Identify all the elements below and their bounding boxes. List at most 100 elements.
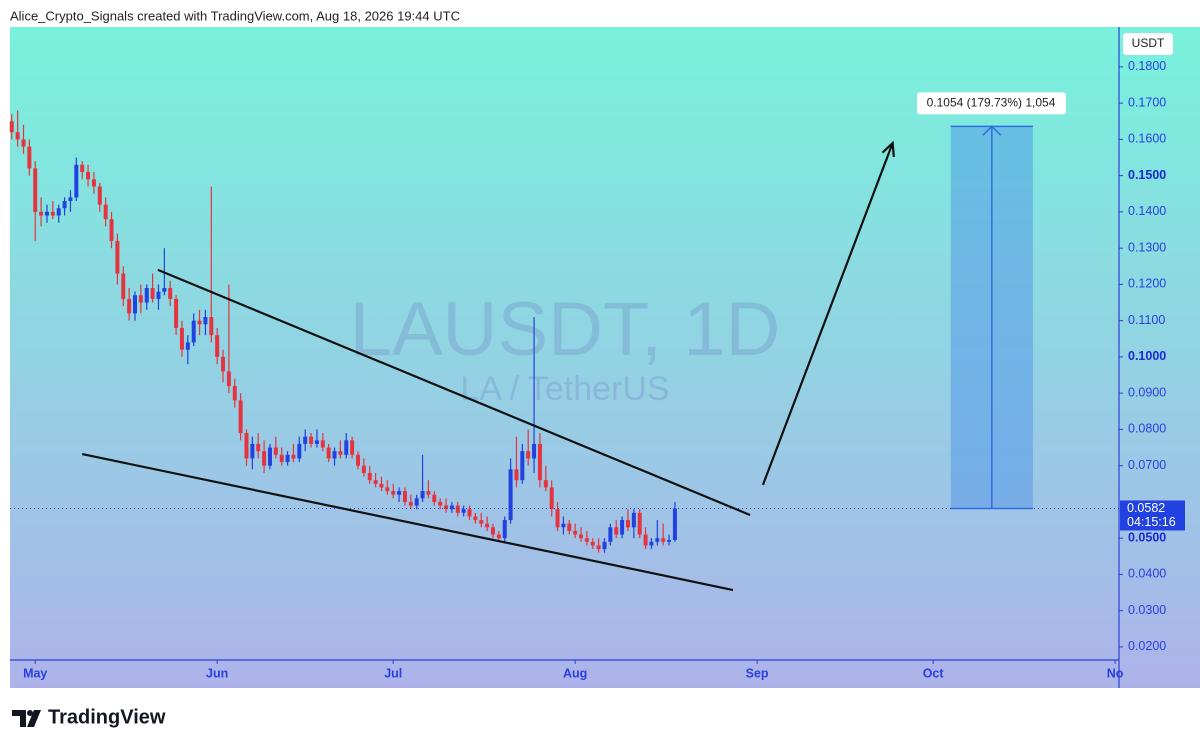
candle-body — [244, 433, 249, 459]
candle-body — [232, 385, 237, 401]
candle-body — [97, 186, 102, 205]
candle-body — [39, 211, 44, 216]
footer-logo: TradingView — [12, 706, 166, 728]
candle-body — [50, 211, 55, 216]
x-tick-label: Aug — [563, 666, 587, 680]
y-tick-label: 0.0700 — [1128, 458, 1166, 472]
candle-body — [285, 454, 290, 463]
candle-body — [367, 472, 372, 481]
y-tick-label: 0.1600 — [1128, 132, 1166, 146]
candle-body — [226, 371, 231, 386]
candle-body — [361, 465, 366, 473]
candle-body — [426, 491, 431, 495]
candle-body — [573, 530, 578, 535]
candle-body — [133, 295, 138, 314]
candle-body — [444, 505, 449, 510]
candle-body — [555, 509, 560, 528]
candle-body — [485, 523, 490, 528]
projection-arrow-head — [982, 125, 1002, 136]
candle-body — [297, 443, 302, 459]
candle-body — [338, 451, 343, 455]
candle-body — [33, 168, 38, 212]
candle-body — [44, 211, 49, 216]
watermark: LAUSDT, 1D LA / TetherUS — [350, 287, 781, 408]
candle-body — [144, 288, 149, 303]
candle-body — [174, 298, 179, 328]
candle-body — [27, 146, 32, 169]
candle-body — [103, 204, 108, 220]
candle-body — [549, 487, 554, 510]
candle-body — [256, 443, 261, 452]
candle-body — [379, 483, 384, 488]
y-tick-label: 0.1800 — [1128, 59, 1166, 73]
candle-body — [391, 491, 396, 495]
header-text: Alice_Crypto_Signals created with Tradin… — [10, 8, 460, 23]
candle-body — [385, 487, 390, 492]
candle-body — [197, 320, 202, 325]
candle-body — [667, 539, 672, 542]
candle-body — [579, 534, 584, 539]
candle-body — [150, 288, 155, 299]
candle-body — [9, 121, 14, 133]
candle-body — [614, 527, 619, 535]
candle-body — [602, 541, 607, 550]
candle-body — [672, 508, 677, 540]
candle-body — [267, 447, 272, 466]
candle-body — [596, 545, 601, 550]
candle-body — [326, 447, 331, 459]
candle-body — [420, 491, 425, 499]
candle-body — [455, 505, 460, 513]
candle-body — [655, 538, 660, 542]
candle-body — [80, 164, 85, 173]
candle-body — [473, 516, 478, 521]
y-tick-label: 0.1100 — [1128, 313, 1165, 327]
candle-body — [344, 440, 349, 455]
candle-body — [15, 132, 20, 140]
candle-body — [291, 454, 296, 459]
y-tick-label: 0.1300 — [1128, 240, 1166, 254]
candle-body — [138, 295, 143, 303]
candle-body — [209, 317, 214, 336]
y-tick-label: 0.1000 — [1128, 349, 1166, 363]
candle-body — [620, 520, 625, 535]
candle-body — [490, 527, 495, 535]
y-tick-label: 0.1700 — [1128, 95, 1166, 109]
countdown-label: 04:15:16 — [1127, 515, 1176, 529]
x-tick-label: Jul — [384, 666, 402, 680]
candle-body — [262, 451, 267, 466]
arrow-head — [881, 140, 895, 158]
candle-body — [414, 498, 419, 506]
x-tick-label: Jun — [206, 666, 228, 680]
candle-body — [432, 494, 437, 502]
candle-body — [590, 541, 595, 546]
candle-body — [643, 534, 648, 546]
candle-body — [179, 327, 184, 350]
candle-body — [496, 534, 501, 539]
y-tick-label: 0.0300 — [1128, 603, 1166, 617]
candle-body — [68, 197, 73, 202]
candle-body — [397, 491, 402, 495]
candle-body — [185, 342, 190, 350]
y-tick-label: 0.1200 — [1128, 277, 1166, 291]
x-tick-label: Oct — [923, 666, 945, 680]
candle-body — [567, 523, 572, 531]
candle-body — [279, 454, 284, 463]
candle-body — [56, 208, 61, 216]
y-tick-label: 0.0400 — [1128, 567, 1166, 581]
candle-body — [273, 447, 278, 455]
arrow-line — [761, 142, 894, 486]
y-tick-label: 0.1500 — [1128, 168, 1166, 182]
candle-body — [661, 538, 666, 542]
candle-body — [631, 512, 636, 528]
candle-body — [203, 317, 208, 325]
last-price-label: 0.0582 — [1127, 501, 1165, 515]
candle-body — [561, 523, 566, 528]
candle-body — [649, 541, 654, 546]
candle-body — [467, 509, 472, 517]
candle-body — [91, 179, 96, 187]
y-tick-label: 0.0900 — [1128, 385, 1166, 399]
x-tick-label: May — [23, 666, 47, 680]
candle-body — [526, 451, 531, 459]
candle-body — [156, 291, 161, 299]
